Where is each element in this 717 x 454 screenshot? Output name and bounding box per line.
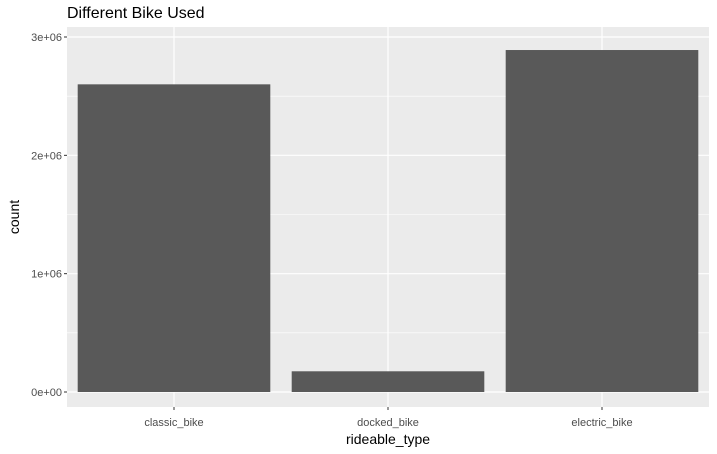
y-axis: 0e+00 1e+06 2e+06 3e+06 xyxy=(31,32,67,399)
x-axis-title: rideable_type xyxy=(346,431,430,447)
y-tick-label: 1e+06 xyxy=(31,269,62,281)
y-tick-label: 3e+06 xyxy=(31,32,62,44)
x-tick-label: docked_bike xyxy=(357,417,419,429)
bar-electric_bike xyxy=(505,50,699,393)
x-axis: classic_bike docked_bike electric_bike xyxy=(144,407,633,429)
x-tick-label: electric_bike xyxy=(571,417,632,429)
y-tick-label: 0e+00 xyxy=(31,387,62,399)
chart-title: Different Bike Used xyxy=(67,5,205,22)
y-axis-title: count xyxy=(6,200,22,234)
bar-classic_bike xyxy=(77,84,271,392)
y-tick-label: 2e+06 xyxy=(31,150,62,162)
bar-docked_bike xyxy=(291,371,485,392)
x-tick-label: classic_bike xyxy=(144,417,203,429)
bars xyxy=(77,50,699,393)
